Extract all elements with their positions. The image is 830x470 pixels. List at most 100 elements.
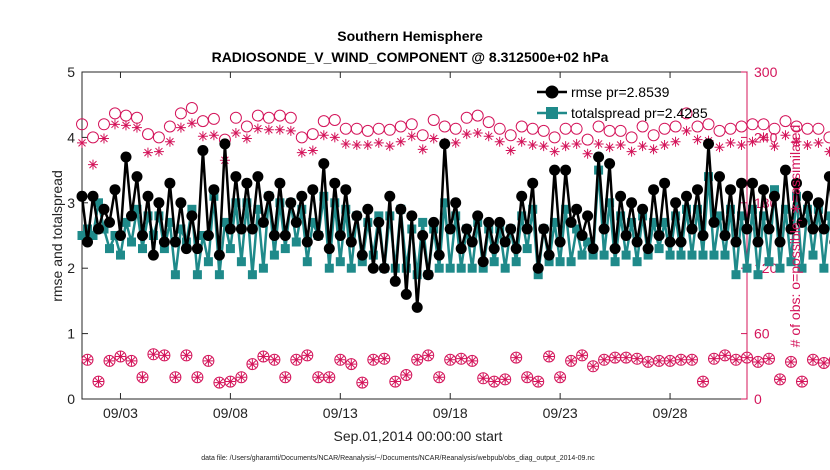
assimilated-point	[626, 146, 637, 157]
rmse-point	[802, 190, 813, 202]
rmse-point	[719, 230, 731, 241]
totalspread-point	[643, 250, 653, 260]
possible-point	[801, 122, 814, 135]
rmse-point	[104, 216, 115, 228]
rmse-point	[812, 197, 824, 209]
assimilated-point	[170, 372, 181, 383]
totalspread-point	[726, 204, 735, 214]
possible-point	[158, 349, 171, 362]
assimilated-point	[780, 130, 791, 141]
possible-point	[576, 349, 589, 362]
rmse-point	[252, 171, 264, 183]
assimilated-point	[252, 123, 263, 134]
possible-point	[81, 353, 94, 366]
assimilated-point	[643, 356, 654, 367]
y-tick-label: 0	[67, 391, 75, 407]
possible-point	[817, 357, 830, 369]
y-tick-label: 4	[67, 129, 75, 145]
totalspread-point	[83, 224, 92, 234]
totalspread-point	[335, 257, 345, 267]
assimilated-point	[731, 354, 742, 365]
assimilated-point	[329, 132, 340, 143]
rmse-point	[823, 171, 830, 183]
totalspread-point	[231, 198, 241, 208]
rmse-point	[692, 184, 703, 196]
rmse-point	[164, 177, 176, 189]
rmse-point	[82, 236, 93, 248]
totalspread-point	[627, 217, 637, 227]
possible-point	[592, 120, 605, 133]
possible-point	[471, 109, 484, 122]
rmse-point	[615, 190, 627, 202]
rmse-point	[180, 243, 192, 255]
assimilated-point	[566, 355, 577, 366]
assimilated-point	[698, 376, 709, 387]
y-tick-label: 1	[67, 326, 75, 342]
possible-point	[532, 375, 545, 388]
possible-point	[669, 120, 682, 133]
assimilated-point	[335, 354, 346, 365]
rmse-point	[345, 236, 357, 248]
rmse-point	[554, 236, 566, 248]
rmse-point	[126, 210, 137, 222]
rmse-point	[593, 151, 605, 163]
rmse-point	[681, 190, 692, 202]
totalspread-point	[127, 237, 136, 247]
possible-point	[279, 371, 292, 384]
assimilated-point	[752, 356, 763, 367]
possible-point	[774, 373, 786, 386]
assimilated-point	[533, 376, 544, 387]
assimilated-point	[615, 140, 626, 151]
possible-point	[240, 120, 253, 133]
assimilated-point	[494, 136, 505, 147]
possible-point	[229, 111, 242, 124]
assimilated-point	[670, 136, 681, 147]
totalspread-point	[660, 217, 670, 227]
possible-point	[290, 353, 303, 366]
totalspread-point	[495, 224, 505, 234]
assimilated-point	[186, 118, 197, 129]
assimilated-point	[241, 133, 252, 144]
possible-point	[482, 116, 495, 129]
assimilated-point	[203, 355, 214, 366]
assimilated-point	[104, 355, 115, 366]
totalspread-point	[715, 211, 724, 221]
assimilated-point	[148, 349, 159, 360]
totalspread-point	[742, 263, 752, 273]
assimilated-point	[736, 140, 747, 151]
possible-point	[757, 118, 770, 131]
assimilated-point	[126, 355, 137, 366]
assimilated-point	[351, 140, 362, 151]
assimilated-point	[555, 372, 566, 383]
rmse-point	[576, 230, 588, 241]
rmse-point	[356, 249, 368, 261]
possible-point	[76, 118, 88, 131]
totalspread-point	[671, 211, 681, 221]
possible-point	[235, 371, 248, 384]
rmse-point	[439, 138, 451, 150]
totalspread-point	[489, 257, 499, 267]
totalspread-point	[533, 270, 543, 280]
x-tick-label: 09/23	[543, 405, 578, 421]
assimilated-point	[296, 147, 307, 158]
rmse-point	[620, 230, 632, 241]
rmse-point	[571, 203, 583, 215]
rmse-point	[406, 210, 418, 222]
rmse-point	[208, 184, 220, 196]
possible-point	[812, 122, 825, 135]
rmse-point	[631, 236, 643, 248]
possible-point	[98, 118, 110, 131]
assimilated-point	[137, 372, 148, 383]
rmse-point	[290, 216, 302, 228]
totalspread-point	[176, 224, 186, 234]
possible-point	[741, 351, 753, 364]
totalspread-point	[374, 211, 384, 221]
assimilated-point	[307, 145, 318, 156]
possible-point	[565, 354, 578, 367]
rmse-point	[532, 262, 544, 274]
assimilated-point	[791, 136, 802, 147]
rmse-point	[708, 216, 720, 228]
rmse-point	[246, 223, 258, 235]
rmse-point	[758, 184, 769, 196]
totalspread-point	[412, 270, 422, 280]
